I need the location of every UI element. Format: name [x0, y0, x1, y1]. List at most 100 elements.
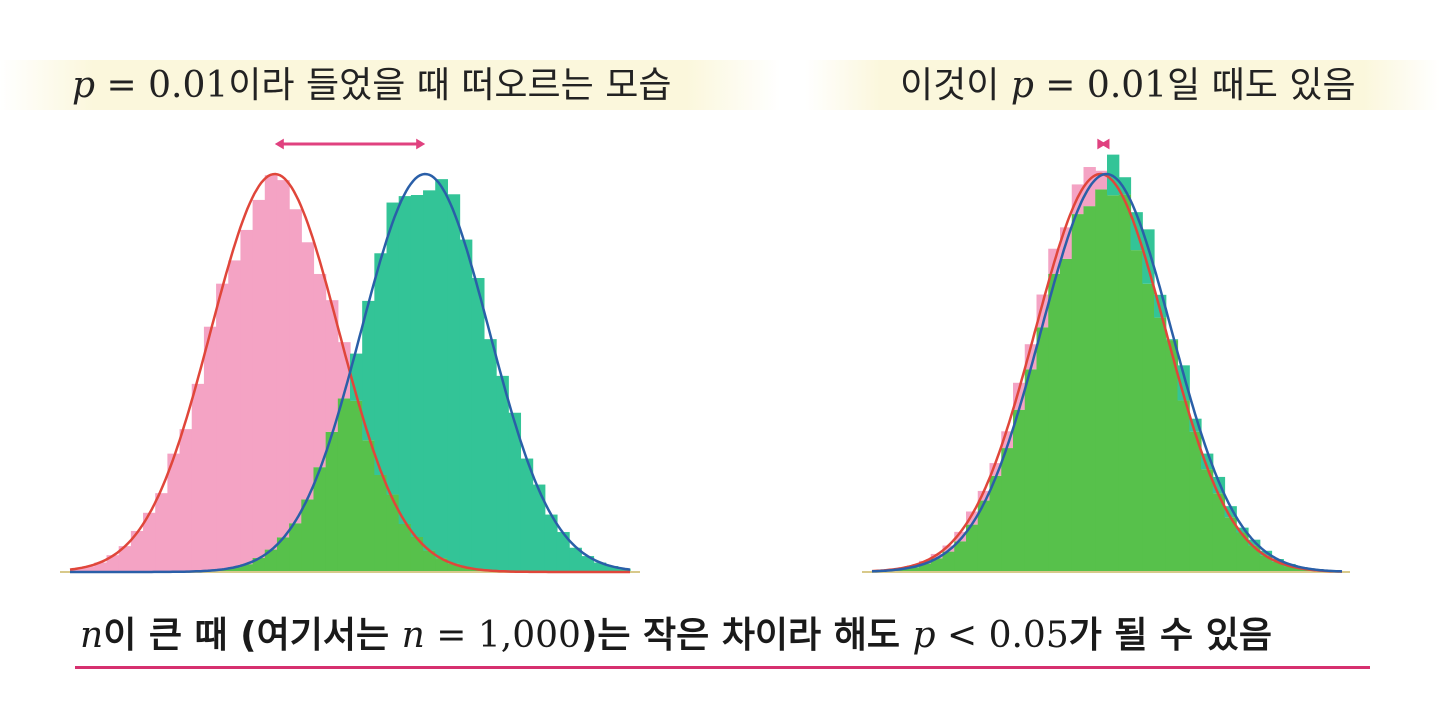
p-symbol: p — [912, 615, 936, 656]
n-symbol: n — [401, 615, 425, 656]
overlap-bar — [1048, 273, 1061, 572]
teal-histogram-bar — [1236, 527, 1249, 533]
pink-histogram-bar — [179, 429, 193, 572]
pink-histogram-bar — [313, 273, 327, 468]
overlap-bar — [350, 400, 363, 572]
overlap-bar — [1083, 206, 1096, 573]
pink-histogram-bar — [264, 175, 278, 550]
pink-histogram-bar — [240, 229, 254, 565]
left-title-text: 이라 들었을 때 떠오르는 모습 — [228, 65, 672, 106]
overlap-bar — [471, 569, 485, 572]
pink-histogram-bar — [1024, 344, 1038, 370]
overlap-bar — [930, 558, 944, 572]
overlap-bar — [1142, 283, 1155, 572]
overlap-bar — [942, 551, 955, 572]
pink-histogram-bar — [167, 453, 181, 572]
mean-difference-arrow — [274, 138, 426, 150]
pink-histogram-bar — [228, 260, 242, 568]
overlap-bar — [325, 431, 339, 572]
arrow-head-left — [274, 138, 284, 150]
pink-histogram-bar — [942, 545, 955, 552]
histogram-bars — [883, 154, 1320, 573]
teal-histogram-bar — [362, 300, 375, 441]
teal-histogram-bar — [593, 562, 607, 572]
teal-histogram-bar — [581, 556, 595, 572]
overlap-bar — [1271, 561, 1284, 572]
overlap-bar — [907, 567, 920, 572]
arrow-head-right — [416, 138, 426, 150]
overlap-bar — [1095, 189, 1108, 572]
pink-histogram-bar — [106, 555, 120, 572]
pink-histogram-bar — [252, 199, 266, 559]
overlap-bar — [289, 523, 302, 572]
overlap-bar — [459, 567, 473, 572]
overlap-bar — [1295, 568, 1308, 572]
overlap-bar — [301, 499, 315, 572]
right-panel-title: 이것이 p = 0.01일 때도 있음 — [900, 66, 1356, 106]
pink-histogram-bar — [82, 566, 95, 572]
p-threshold: < 0.05 — [935, 615, 1069, 656]
left-title-band — [0, 60, 780, 110]
overlap-bar — [1071, 214, 1085, 572]
pink-histogram-bar — [94, 562, 108, 572]
teal-histogram-bar — [459, 239, 473, 568]
teal-histogram-bar — [374, 253, 388, 475]
overlap-bar — [240, 564, 254, 572]
teal-histogram-bar — [398, 196, 412, 524]
overlap-bar — [1060, 258, 1073, 572]
right-title-band — [805, 60, 1440, 110]
overlap-bar — [337, 398, 351, 572]
right-title-prefix: 이것이 — [900, 65, 1011, 106]
p-symbol: p — [72, 65, 96, 106]
overlap-bar — [313, 467, 327, 572]
pink-histogram-bar — [118, 546, 132, 572]
overlap-bar — [919, 563, 932, 572]
blue-normal-curve — [871, 172, 1343, 573]
p-value: = 0.01 — [1033, 65, 1168, 106]
mean-difference-arrow — [1097, 138, 1110, 150]
pink-histogram-bar — [216, 283, 229, 570]
caption-part-3: 가 될 수 있음 — [1068, 615, 1272, 656]
teal-histogram-bar — [1177, 365, 1190, 401]
overlap-bar — [1224, 517, 1237, 572]
overlap-bar — [1013, 409, 1026, 572]
right-title-text: 일 때도 있음 — [1167, 65, 1356, 106]
teal-histogram-bar — [471, 278, 485, 570]
blue-normal-curve — [70, 172, 631, 574]
conclusion-caption: n이 큰 때 (여기서는 n = 1,000)는 작은 차이라 해도 p < 0… — [80, 614, 1370, 658]
teal-histogram-bar — [435, 179, 448, 559]
overlap-bar — [1248, 545, 1261, 572]
overlap-bar — [1130, 250, 1143, 572]
left-panel-title: p = 0.01이라 들었을 때 떠오르는 모습 — [72, 66, 671, 106]
overlap-bar — [977, 500, 991, 572]
overlap-bar — [276, 537, 290, 572]
overlap-bar — [423, 550, 436, 572]
teal-histogram-bar — [496, 375, 509, 572]
histogram-bars — [70, 175, 631, 572]
overlap-bar — [447, 563, 461, 572]
teal-histogram-bar — [447, 194, 461, 564]
pink-histogram-bar — [977, 490, 991, 501]
pink-histogram-bar — [143, 512, 156, 572]
overlap-bar — [1201, 469, 1214, 572]
teal-histogram-bar — [544, 514, 558, 572]
overlap-bar — [1236, 532, 1249, 572]
overlap-bar — [398, 523, 412, 572]
overlap-bar — [228, 567, 242, 572]
teal-histogram-bar — [605, 566, 619, 572]
pink-histogram-bar — [276, 180, 290, 538]
overlap-bar — [1212, 493, 1226, 572]
overlap-bar — [966, 524, 979, 572]
overlap-bar — [374, 474, 388, 572]
overlap-bar — [216, 569, 229, 572]
caption-underline — [75, 666, 1370, 669]
pink-histogram-bar — [301, 242, 315, 500]
overlap-bar — [252, 558, 266, 572]
teal-histogram-bar — [483, 339, 497, 572]
pink-histogram-bar — [155, 493, 168, 572]
overlap-bar — [1118, 194, 1132, 572]
overlap-bar — [1107, 195, 1120, 572]
pink-histogram-bar — [289, 209, 302, 524]
p-symbol: p — [1010, 65, 1034, 106]
overlap-bar — [895, 569, 908, 572]
